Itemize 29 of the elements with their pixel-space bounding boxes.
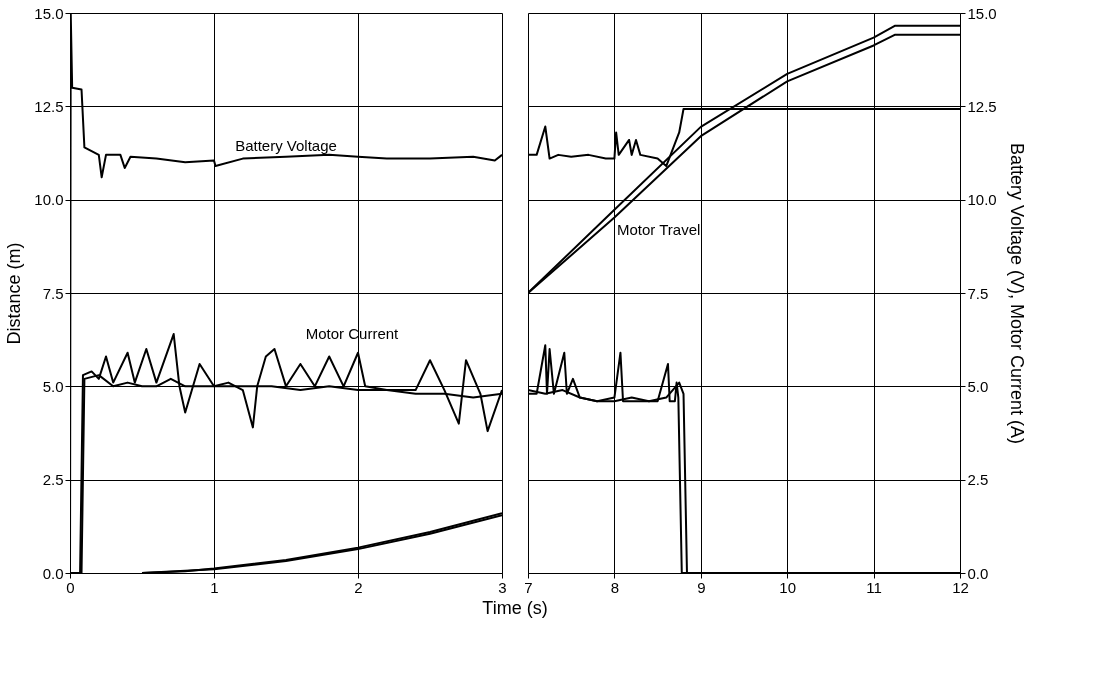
y-tick-label: 5.0 bbox=[42, 377, 64, 395]
y2-tick-label: 2.5 bbox=[967, 471, 989, 489]
y-tick-label: 0.0 bbox=[42, 564, 64, 582]
x-tick-label: 1 bbox=[210, 578, 219, 596]
y2-tick-label: 7.5 bbox=[967, 284, 989, 302]
x-tick-label: 2 bbox=[354, 578, 363, 596]
x-tick-label: 3 bbox=[498, 578, 507, 596]
x-tick-label: 11 bbox=[866, 578, 882, 596]
x-tick-label: 9 bbox=[697, 578, 706, 596]
y-tick-label: 10.0 bbox=[34, 191, 64, 209]
y2-tick-label: 12.5 bbox=[967, 97, 997, 115]
annotation: Motor Travel bbox=[617, 221, 701, 238]
y-tick-label: 2.5 bbox=[42, 471, 64, 489]
y-tick-label: 12.5 bbox=[34, 97, 64, 115]
x-tick-label: 8 bbox=[610, 578, 620, 596]
x-tick-label: 7 bbox=[524, 578, 533, 596]
y2-tick-label: 10.0 bbox=[967, 191, 997, 209]
x-axis-title: Time (s) bbox=[482, 597, 548, 618]
annotation: Battery Voltage bbox=[235, 136, 337, 154]
x-tick-label: 10 bbox=[779, 578, 797, 596]
y2-tick-label: 0.0 bbox=[967, 564, 989, 582]
y-tick-label: 15.0 bbox=[34, 4, 64, 22]
y2-tick-label: 15.0 bbox=[967, 4, 997, 22]
x-tick-label: 0 bbox=[66, 578, 75, 596]
y2-axis-title: Battery Voltage (V), Motor Current (A) bbox=[1006, 142, 1027, 445]
y-axis-title: Distance (m) bbox=[4, 242, 25, 345]
y-tick-label: 7.5 bbox=[42, 284, 64, 302]
y2-tick-label: 5.0 bbox=[967, 377, 989, 395]
x-tick-label: 12 bbox=[952, 578, 969, 596]
